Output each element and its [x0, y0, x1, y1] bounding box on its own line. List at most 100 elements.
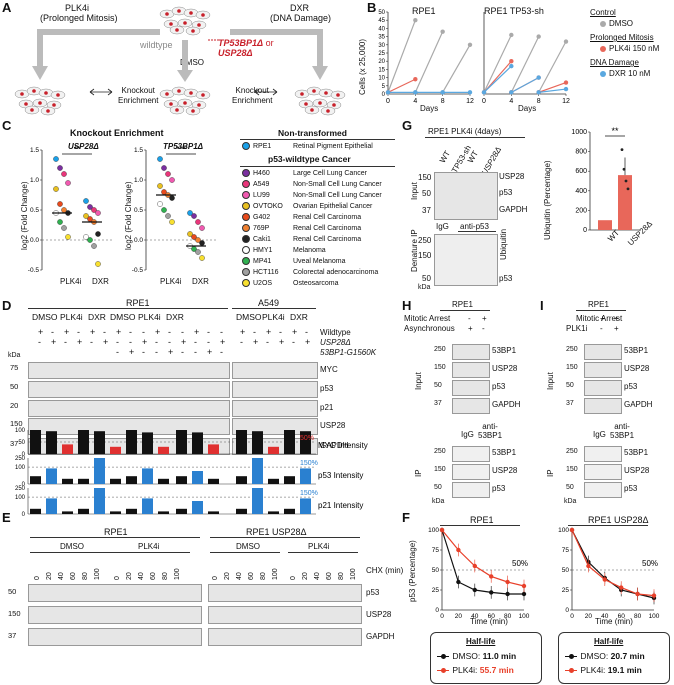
e-time-label: 60: [248, 572, 255, 580]
legend-cell-name: G402: [253, 213, 271, 221]
e-time-label: 0: [290, 576, 297, 580]
d-quant-bar: [300, 468, 311, 484]
b-series-line: [387, 19, 416, 93]
f-right-plk4i-value: 19.1 min: [607, 665, 642, 675]
g-y-tick: 600: [575, 168, 587, 175]
b-y-tick: 30: [378, 43, 385, 49]
d-quant-bar: [236, 508, 247, 514]
e-time-label: 40: [314, 572, 321, 580]
b-point: [509, 63, 514, 69]
e-time-label: 80: [82, 572, 89, 580]
b-point: [536, 90, 541, 95]
legend-cell-name: RPE1: [253, 142, 272, 150]
b-legend-dxr: DXR 10 nM: [600, 69, 650, 78]
marker: 50: [434, 382, 442, 389]
d-q-tick: 0: [22, 512, 26, 518]
nucleus-icon: [326, 109, 330, 113]
c-y-tick: 1.0: [30, 177, 39, 184]
d-sign-wt: -: [129, 327, 132, 337]
ip-input-blot: [584, 398, 622, 414]
g-y-tick: 400: [575, 188, 587, 195]
b-legend-plk4i: PLK4i 150 nM: [600, 44, 659, 53]
d-sign-usp28: +: [103, 337, 109, 347]
c-point: [57, 219, 63, 225]
c-legend-row: RPE1 Retinal Pigment Epithelial: [242, 142, 373, 150]
h-anti: anti- 53BP1: [478, 422, 503, 440]
legend-cell-desc: Non-Small Cell Lung Cancer: [293, 180, 382, 188]
d-sign-usp28: -: [64, 337, 67, 347]
e-blot-usp28: [208, 628, 362, 646]
nucleus-icon: [304, 102, 308, 106]
b-x-tick: 4: [509, 98, 513, 105]
b-point: [467, 90, 473, 95]
protein-label: p53: [624, 484, 638, 493]
d-condition-label: PLK4i: [262, 312, 285, 322]
nucleus-icon: [336, 93, 340, 97]
legend-dot-icon: [242, 235, 250, 243]
e-time-label: 100: [272, 568, 279, 580]
protein-label: p53: [492, 484, 506, 493]
c-y-tick: 0.0: [134, 237, 143, 244]
c-point: [191, 234, 197, 240]
legend-cell-desc: Large Cell Lung Cancer: [293, 169, 367, 177]
protein-label: 53BP1: [492, 346, 517, 355]
legend-dot-icon: [242, 191, 250, 199]
b-point: [413, 90, 418, 95]
d-quant-bar: [176, 476, 187, 484]
g-marker-1: 150: [418, 173, 432, 182]
d-kda-marker: 150: [10, 419, 23, 428]
protein-label: GAPDH: [624, 400, 653, 409]
b-title-left: RPE1: [412, 6, 436, 16]
d-kda-marker: 75: [10, 363, 19, 372]
f-point: [521, 591, 527, 597]
legend-cell-desc: Osteosarcoma: [293, 279, 339, 287]
b-series-line: [538, 81, 567, 93]
legend-cell-name: 769P: [253, 224, 270, 232]
b-x-tick: 0: [482, 98, 486, 105]
d-quant-bar: [192, 471, 203, 484]
nucleus-icon: [201, 93, 205, 97]
g-bar: [618, 175, 632, 230]
ip-input-blot: [584, 344, 622, 360]
f-point: [439, 527, 445, 533]
d-sign-usp28: -: [292, 337, 295, 347]
c-legend-row: 769P Renal Cell Carcinoma: [242, 224, 361, 232]
d-q-tick: 0: [22, 452, 26, 458]
e-blot-usp28: [208, 584, 362, 602]
d-quant-bar: [110, 478, 121, 484]
g-y-tick: 1000: [571, 129, 587, 136]
d-quant-bar: [78, 478, 89, 484]
c-point: [91, 207, 97, 213]
c-scatter-charts: -0.5 0.0 0.5 1.0 1.5 ** -0.5 0.0 0.5 1.0 1.5 ***: [28, 145, 216, 274]
d-protein-label: USP28: [320, 421, 346, 430]
f-y-tick: 100: [558, 527, 569, 534]
c-legend-row: Caki1 Renal Cell Carcinoma: [242, 235, 361, 243]
legend-cell-desc: Renal Cell Carcinoma: [293, 224, 362, 232]
nucleus-icon: [318, 101, 322, 105]
d-sign-usp28: +: [279, 337, 285, 347]
e-time-label: 20: [302, 572, 309, 580]
g-bar: [598, 220, 612, 230]
h-row2: Asynchronous: [404, 324, 455, 333]
h-input: Input: [414, 372, 423, 390]
legend-cell-desc: Uveal Melanoma: [293, 257, 346, 265]
ip-blot: [452, 482, 490, 498]
b-legend-prolonged: Prolonged Mitosis: [590, 33, 654, 42]
d-kda-marker: 50: [10, 382, 19, 391]
c-point: [169, 195, 175, 201]
e-time-label: 80: [162, 572, 169, 580]
c-point: [95, 210, 101, 216]
d-quant-bar: [30, 430, 41, 454]
b-point: [467, 42, 473, 47]
nucleus-icon: [183, 21, 187, 25]
b-series-line: [414, 31, 444, 93]
f-ref-label: 50%: [512, 559, 528, 568]
f-point: [651, 593, 657, 598]
d-quant-bar: [142, 468, 153, 484]
i-ip: IP: [546, 469, 555, 477]
b-point: [481, 90, 487, 95]
d-cell-1: RPE1: [126, 298, 150, 308]
b-point: [563, 39, 569, 44]
d-sign-wt: +: [266, 327, 272, 337]
d-row-usp28: USP28Δ: [320, 338, 351, 347]
